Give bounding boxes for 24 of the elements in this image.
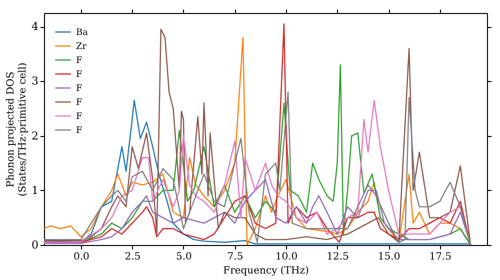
x-tick-label: 10.0 <box>275 252 298 262</box>
y-tick-label: 4 <box>32 20 38 34</box>
x-tick-label: 12.5 <box>326 252 349 262</box>
x-tick-label: 2.5 <box>124 252 141 262</box>
legend-label: Zr <box>76 42 88 52</box>
legend-label: F <box>76 56 82 66</box>
y-tick-label: 0 <box>32 238 38 252</box>
y-tick-label: 3 <box>32 74 38 88</box>
x-tick-label: 17.5 <box>429 252 452 262</box>
x-tick-label: 7.5 <box>227 252 244 262</box>
legend-label: F <box>76 112 82 122</box>
x-axis-title: Frequency (THz) <box>223 266 309 276</box>
line-series <box>44 178 472 245</box>
x-tick-label: 0.0 <box>73 252 90 262</box>
legend-label: Ba <box>76 28 89 38</box>
legend-label: F <box>76 70 82 80</box>
x-tick-label: 5.0 <box>176 252 192 262</box>
y-axis-title: Phonon projected DOS (States/THz·primitive cell) <box>6 62 28 196</box>
y-tick-label: 1 <box>32 184 38 197</box>
legend-label: F <box>76 126 82 136</box>
y-tick-label: 2 <box>32 129 38 142</box>
legend-label: F <box>76 98 82 108</box>
legend-label: F <box>76 84 82 94</box>
x-tick-label: 15.0 <box>378 252 400 262</box>
